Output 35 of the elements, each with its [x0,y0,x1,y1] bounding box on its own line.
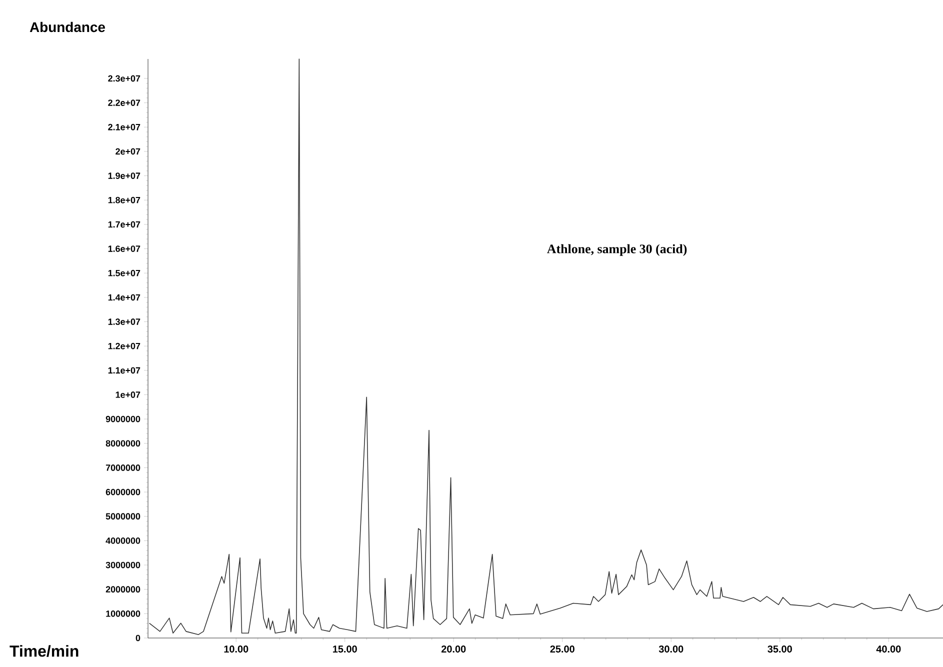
y-tick-label: 1000000 [106,610,140,617]
y-tick-label: 2.3e+07 [108,75,140,82]
y-tick-label: 1.3e+07 [108,318,140,325]
y-tick-label: 2.1e+07 [108,124,140,130]
x-tick-label: 40.00 [876,646,901,653]
y-tick-label: 1.7e+07 [108,221,140,228]
y-tick-label: 6000000 [106,488,140,496]
y-tick-label: 1e+07 [116,392,140,398]
y-tick-label: 1.6e+07 [108,246,140,252]
y-tick-label: 4000000 [106,538,140,544]
annotation: Athlone, sample 30 (acid) [547,244,687,256]
y-tick-label: 1.4e+07 [108,294,140,301]
line-series [148,58,943,635]
y-tick-label: 0 [136,634,140,642]
y-tick-label: 3000000 [106,562,140,568]
x-tick-label: 30.00 [658,646,684,653]
y-tick-label: 1.5e+07 [108,270,140,276]
y-tick-label: 2000000 [106,586,140,593]
x-tick-label: 15.00 [333,646,357,653]
y-tick-label: 1.9e+07 [108,172,140,179]
y-tick-label: 2e+07 [116,148,140,155]
x-axis-title: Time/min [10,645,78,657]
x-tick-label: 20.00 [441,646,466,653]
y-tick-label: 8000000 [106,440,140,447]
y-tick-label: 1.2e+07 [108,342,140,350]
y-tick-label: 1.8e+07 [108,196,140,204]
y-axis-title: Abundance [30,22,105,32]
x-tick-label: 25.00 [550,646,574,653]
x-tick-label: 10.00 [224,646,248,653]
y-tick-label: 2.2e+07 [108,100,140,106]
y-tick-label: 7000000 [106,464,140,471]
y-tick-label: 1.1e+07 [108,367,140,374]
y-tick-label: 9000000 [106,416,140,422]
y-tick-label: 5000000 [106,513,140,520]
x-tick-label: 35.00 [768,646,792,653]
